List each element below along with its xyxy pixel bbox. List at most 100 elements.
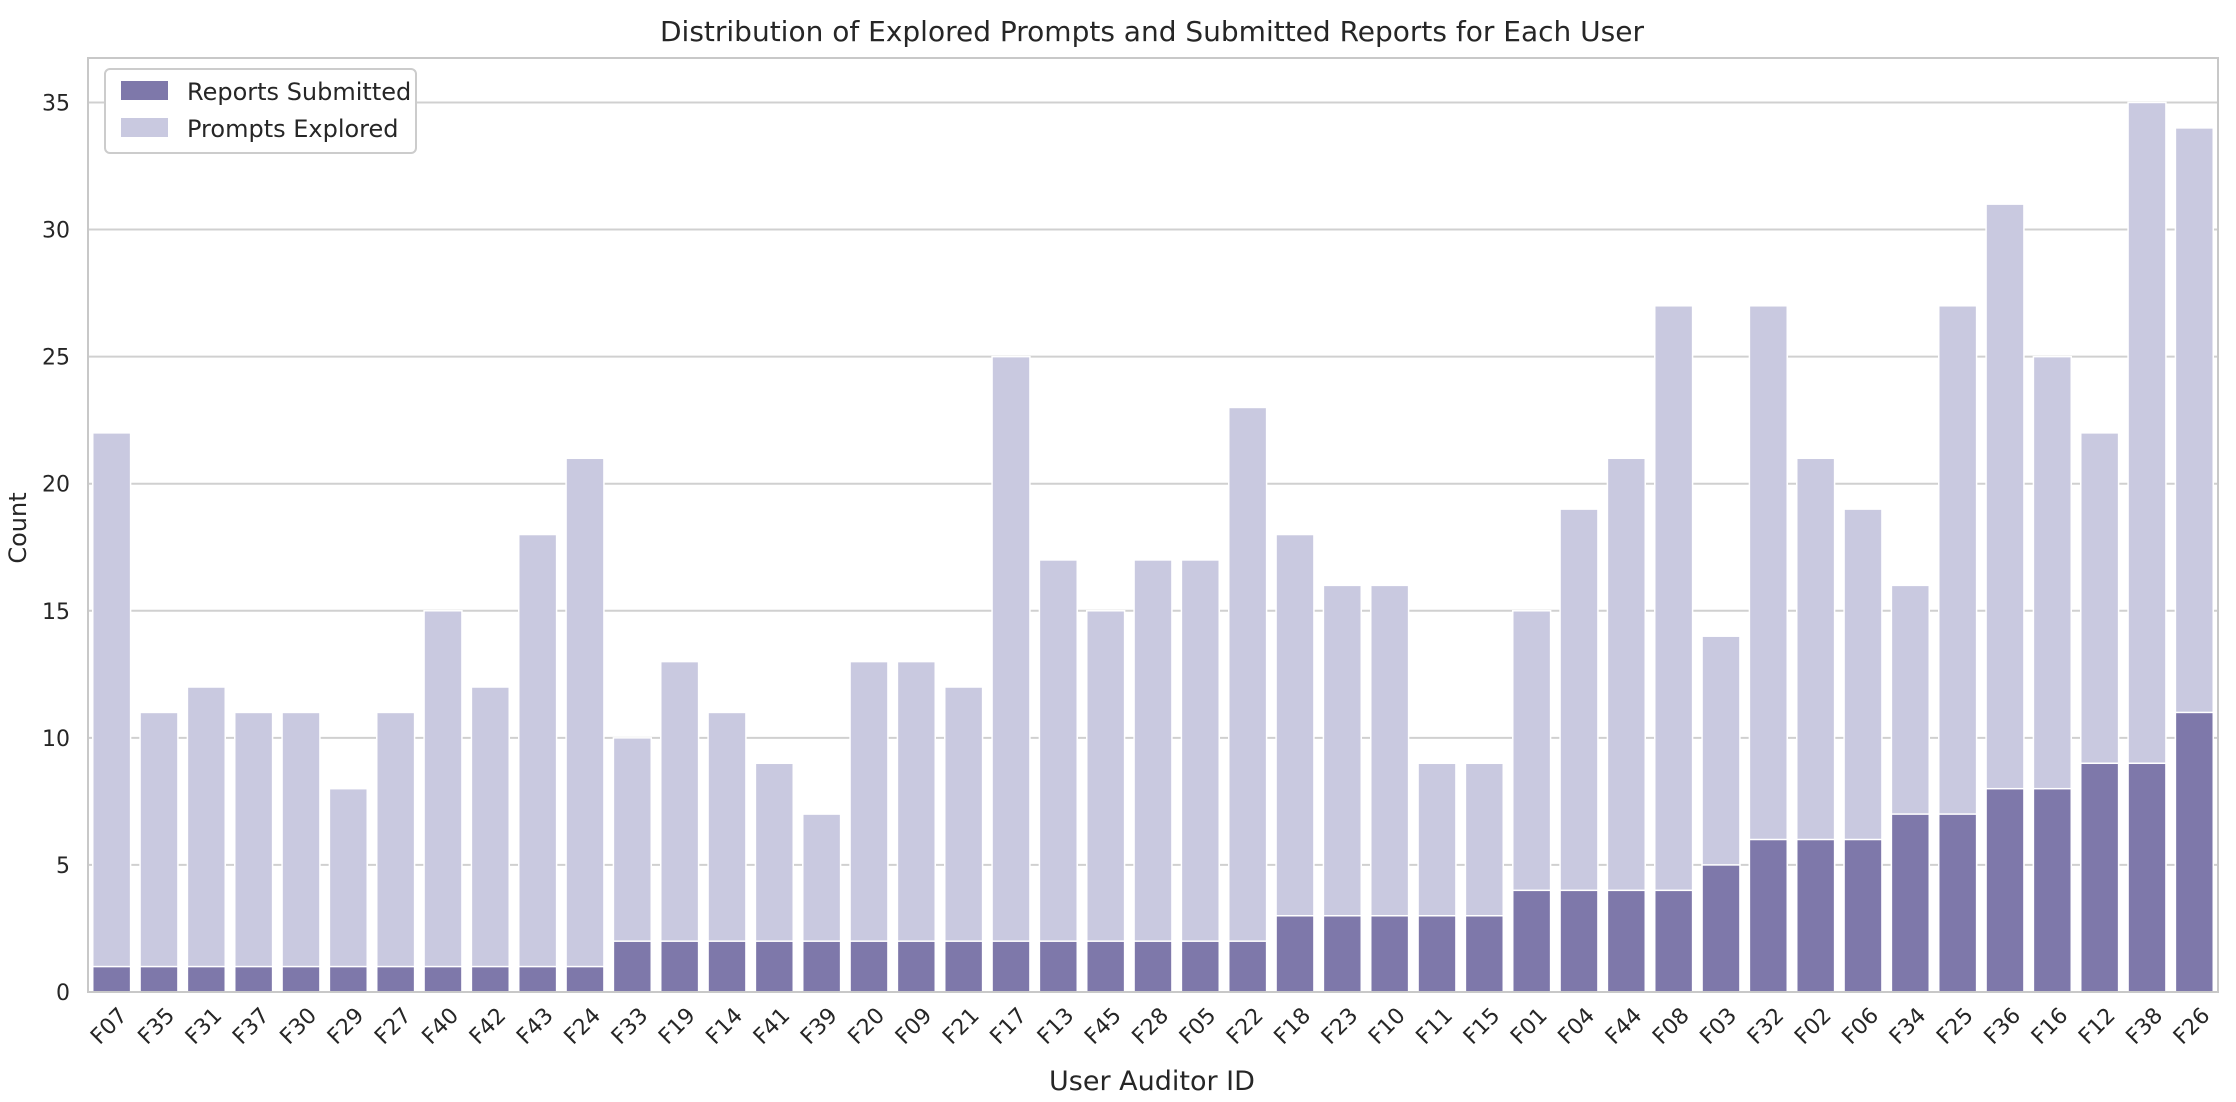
x-tick-label: F27	[370, 1003, 416, 1049]
x-tick-label: F34	[1885, 1003, 1931, 1049]
y-tick-label: 25	[42, 346, 70, 371]
bar-reports-f45	[1085, 940, 1126, 993]
bar-reports-f16	[2032, 787, 2073, 993]
legend-label-reports-submitted: Reports Submitted	[187, 78, 411, 106]
x-tick-label: F09	[891, 1003, 937, 1049]
bar-reports-f02	[1795, 838, 1836, 993]
bar-reports-f32	[1748, 838, 1789, 993]
bar-reports-f12	[2079, 762, 2120, 993]
bar-reports-f11	[1417, 915, 1457, 993]
bar-reports-f35	[139, 965, 179, 993]
bar-prompts-f22	[1227, 406, 1268, 993]
bar-reports-f33	[612, 940, 653, 993]
bar-reports-f13	[1038, 940, 1079, 993]
bar-reports-f30	[281, 965, 321, 993]
x-tick-label: F33	[607, 1003, 653, 1049]
bar-prompts-f31	[186, 686, 227, 993]
bar-prompts-f08	[1653, 305, 1694, 993]
x-tick-label: F28	[1128, 1003, 1174, 1049]
x-tick-label: F40	[418, 1003, 464, 1049]
x-tick-label: F24	[560, 1003, 606, 1049]
x-tick-label: F45	[1080, 1003, 1126, 1049]
x-tick-label: F39	[796, 1003, 842, 1049]
bar-prompts-f37	[233, 711, 274, 993]
legend-swatch-reports-submitted	[121, 81, 168, 100]
x-tick-label: F21	[938, 1003, 984, 1049]
x-tick-label: F16	[2027, 1003, 2073, 1049]
x-tick-label: F37	[228, 1003, 274, 1049]
bar-reports-f36	[1985, 787, 2025, 993]
bar-reports-f03	[1701, 864, 1741, 993]
legend-box	[104, 68, 417, 154]
bar-prompts-f05	[1180, 559, 1221, 993]
y-tick-label: 30	[42, 219, 70, 244]
bar-reports-f01	[1511, 889, 1552, 993]
x-tick-label: F35	[134, 1003, 180, 1049]
bar-reports-f10	[1369, 915, 1410, 993]
bar-reports-f20	[849, 940, 889, 993]
x-tick-label: F31	[181, 1003, 227, 1049]
bar-reports-f14	[707, 940, 747, 993]
bar-reports-f05	[1180, 940, 1221, 993]
x-tick-label: F01	[1506, 1003, 1552, 1049]
x-tick-label: F02	[1790, 1003, 1836, 1049]
x-tick-label: F20	[844, 1003, 890, 1049]
y-tick-label: 10	[42, 727, 70, 752]
x-tick-label: F15	[1459, 1003, 1505, 1049]
bar-reports-f17	[991, 940, 1031, 993]
bar-prompts-f40	[423, 610, 463, 993]
bar-reports-f07	[91, 965, 132, 993]
bar-prompts-f13	[1038, 559, 1079, 993]
bar-reports-f23	[1322, 915, 1363, 993]
bar-reports-f44	[1606, 889, 1647, 993]
plot-frame	[87, 57, 2219, 993]
bar-prompts-f42	[470, 686, 511, 993]
x-tick-label: F26	[2169, 1003, 2215, 1049]
x-tick-label: F10	[1364, 1003, 1410, 1049]
bar-reports-f34	[1890, 813, 1931, 993]
legend-label-prompts-explored: Prompts Explored	[187, 115, 399, 143]
x-tick-label: F23	[1317, 1003, 1363, 1049]
x-tick-label: F06	[1838, 1003, 1884, 1049]
chart-title: Distribution of Explored Prompts and Sub…	[660, 15, 1645, 48]
bar-prompts-f45	[1085, 610, 1126, 993]
y-axis-label: Count	[4, 492, 32, 563]
x-tick-label: F11	[1412, 1003, 1458, 1049]
bar-prompts-f29	[328, 787, 369, 993]
bar-reports-f09	[896, 940, 937, 993]
bar-prompts-f28	[1133, 559, 1173, 993]
bar-reports-f41	[754, 940, 795, 993]
x-tick-label: F17	[986, 1003, 1032, 1049]
y-tick-label: 15	[42, 600, 70, 625]
x-tick-label: F07	[86, 1003, 132, 1049]
bar-reports-f28	[1133, 940, 1173, 993]
x-tick-label: F32	[1743, 1003, 1789, 1049]
x-tick-label: F19	[654, 1003, 700, 1049]
x-tick-label: F05	[1175, 1003, 1221, 1049]
bar-reports-f24	[565, 965, 605, 993]
bar-reports-f29	[328, 965, 369, 993]
bar-reports-f06	[1843, 838, 1883, 993]
x-tick-label: F14	[702, 1003, 748, 1049]
y-axis-ticks: 0 5 10 15 20 25 30 35	[42, 91, 70, 1006]
bar-reports-f39	[801, 940, 842, 993]
bar-prompts-f09	[896, 660, 937, 993]
x-tick-label: F41	[749, 1003, 795, 1049]
x-tick-label: F44	[1601, 1003, 1647, 1049]
x-tick-label: F18	[1270, 1003, 1316, 1049]
x-tick-label: F08	[1648, 1003, 1694, 1049]
x-tick-label: F36	[1980, 1003, 2026, 1049]
y-tick-label: 20	[42, 473, 70, 498]
legend-swatch-prompts-explored	[121, 118, 168, 137]
bar-reports-f42	[470, 965, 511, 993]
bar-reports-f15	[1464, 915, 1505, 993]
bar-reports-f27	[375, 965, 416, 993]
bar-reports-f21	[943, 940, 984, 993]
bar-reports-f26	[2174, 711, 2215, 993]
bar-reports-f04	[1559, 889, 1599, 993]
bar-reports-f31	[186, 965, 227, 993]
x-tick-label: F29	[323, 1003, 369, 1049]
y-tick-label: 5	[56, 854, 70, 879]
x-tick-label: F25	[1932, 1003, 1978, 1049]
